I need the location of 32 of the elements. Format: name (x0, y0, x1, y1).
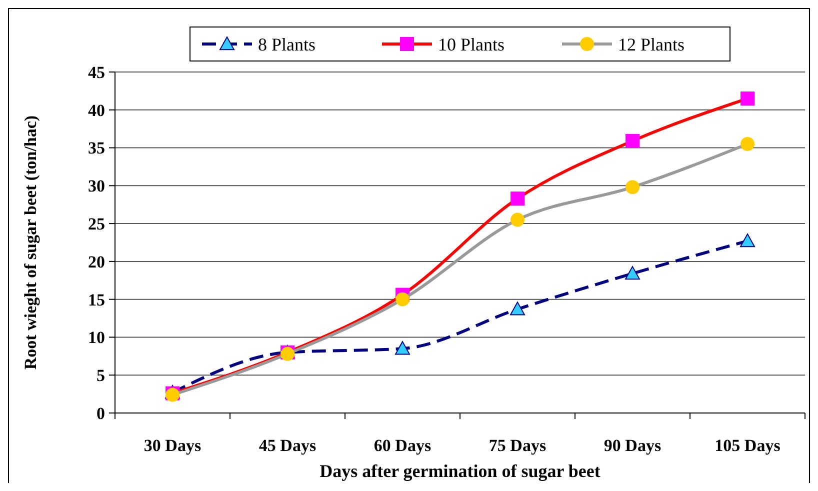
y-tick-label: 25 (88, 214, 105, 234)
point (510, 302, 525, 316)
x-tick-label: 90 Days (604, 436, 662, 455)
x-tick-label: 30 Days (144, 436, 202, 455)
point (510, 192, 524, 206)
y-tick-label: 5 (96, 366, 105, 386)
point (396, 292, 410, 306)
point (395, 341, 410, 355)
x-tick-label: 45 Days (258, 436, 316, 455)
x-tick-label: 105 Days (714, 436, 781, 455)
x-tick-label: 75 Days (488, 436, 546, 455)
point (740, 136, 754, 151)
y-tick-label: 15 (88, 290, 105, 310)
y-tick-label: 0 (96, 404, 105, 423)
y-tick-label: 20 (88, 252, 105, 272)
y-tick-label: 40 (88, 100, 105, 120)
x-axis-title: Days after germination of sugar beet (320, 461, 600, 481)
point (740, 92, 754, 106)
y-tick-label: 45 (88, 62, 105, 82)
point (625, 266, 640, 280)
y-tick-label: 10 (88, 328, 105, 348)
y-axis-title: Root wieght of sugar beet (ton/hac) (21, 115, 40, 370)
legend-label: 10 Plants (438, 34, 505, 54)
legend-label: 12 Plants (618, 34, 685, 54)
point (626, 180, 640, 194)
point (740, 233, 755, 248)
point (510, 212, 524, 227)
legend-label: 8 Plants (258, 34, 316, 54)
point (626, 134, 640, 148)
y-tick-label: 30 (88, 176, 105, 196)
y-tick-label: 35 (88, 138, 105, 158)
x-tick-label: 60 Days (374, 436, 432, 455)
